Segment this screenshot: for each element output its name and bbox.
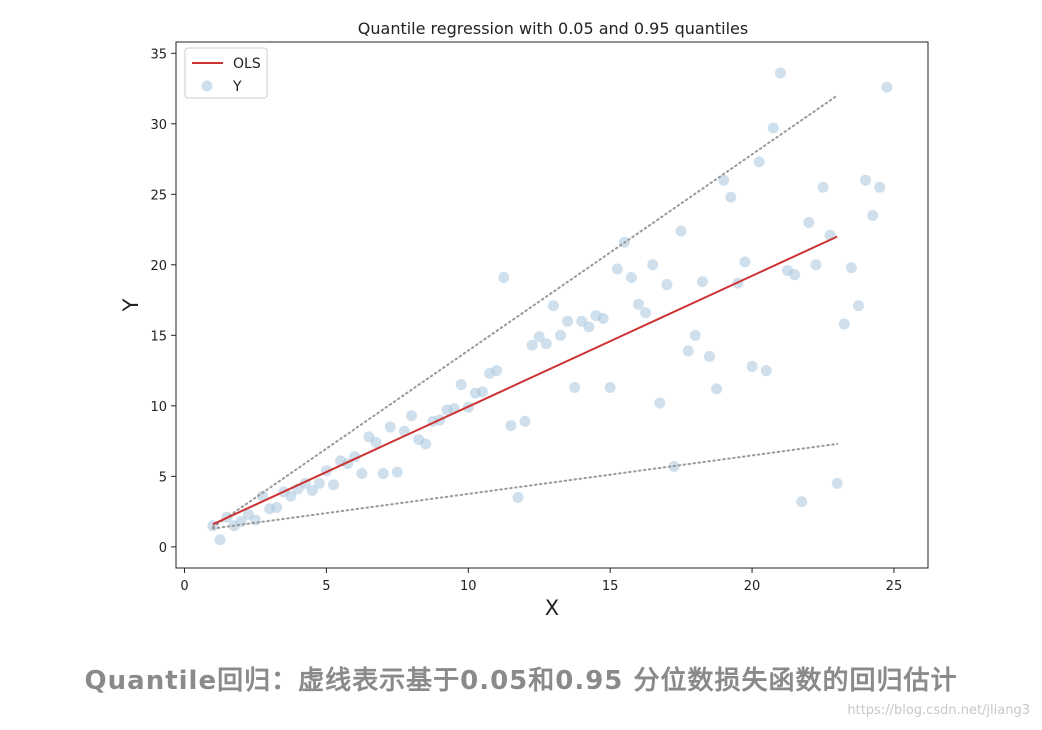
data-point <box>249 514 261 526</box>
data-point <box>810 259 822 271</box>
data-point <box>370 436 382 448</box>
data-point <box>327 479 339 491</box>
data-point <box>555 329 567 341</box>
data-point <box>498 272 510 284</box>
data-point <box>696 276 708 288</box>
data-point <box>845 262 857 274</box>
data-point <box>654 397 666 409</box>
data-point <box>604 381 616 393</box>
data-point <box>689 329 701 341</box>
y-tick-label: 20 <box>150 259 167 274</box>
data-point <box>476 386 488 398</box>
data-point <box>789 269 801 281</box>
data-point <box>881 81 893 93</box>
data-point <box>285 490 297 502</box>
lines-layer <box>211 94 839 530</box>
y-tick-label: 10 <box>150 400 167 415</box>
data-point <box>718 174 730 186</box>
data-point <box>257 490 269 502</box>
data-point <box>860 174 872 186</box>
data-point <box>406 410 418 422</box>
data-point <box>356 468 368 480</box>
data-point <box>391 466 403 478</box>
data-point <box>583 321 595 333</box>
data-point <box>739 256 751 268</box>
data-point <box>874 181 886 193</box>
data-point <box>746 360 758 372</box>
data-point <box>625 272 637 284</box>
data-point <box>540 338 552 350</box>
data-point <box>817 181 829 193</box>
data-point <box>214 534 226 546</box>
data-point <box>852 300 864 312</box>
data-point <box>703 350 715 362</box>
legend-ols-label: OLS <box>233 56 261 72</box>
data-point <box>725 191 737 203</box>
data-point <box>271 501 283 513</box>
y-tick-label: 5 <box>159 470 167 485</box>
y-tick-label: 25 <box>150 188 167 203</box>
data-point <box>597 312 609 324</box>
data-point <box>519 415 531 427</box>
y-tick-label: 15 <box>150 329 167 344</box>
data-point <box>569 381 581 393</box>
data-point <box>420 438 432 450</box>
data-point <box>491 365 503 377</box>
data-point <box>526 339 538 351</box>
chart-title: Quantile regression with 0.05 and 0.95 q… <box>358 19 748 38</box>
data-point <box>313 477 325 489</box>
data-point <box>661 279 673 291</box>
data-point <box>611 263 623 275</box>
data-point <box>455 379 467 391</box>
chart: Quantile regression with 0.05 and 0.95 q… <box>119 19 929 620</box>
data-point <box>838 318 850 330</box>
data-point <box>753 156 765 168</box>
data-point <box>711 383 723 395</box>
data-point <box>796 496 808 508</box>
quantile-005-line <box>211 442 839 530</box>
data-point <box>767 122 779 134</box>
y-tick-label: 30 <box>150 118 167 133</box>
legend-y-label: Y <box>232 79 242 95</box>
data-point <box>547 300 559 312</box>
ols-line <box>212 235 838 526</box>
x-tick-label: 0 <box>180 579 188 594</box>
data-point <box>682 345 694 357</box>
data-point <box>512 491 524 503</box>
data-point <box>384 421 396 433</box>
x-tick-label: 20 <box>744 579 761 594</box>
y-tick-label: 0 <box>159 541 167 556</box>
data-point <box>306 484 318 496</box>
data-point <box>867 209 879 221</box>
legend: OLS Y <box>184 47 268 99</box>
data-point <box>803 217 815 229</box>
x-tick-label: 25 <box>886 579 903 594</box>
plot-frame <box>175 41 929 569</box>
data-point <box>675 225 687 237</box>
data-point <box>633 298 645 310</box>
quantile-095-line <box>211 94 839 529</box>
data-point <box>377 468 389 480</box>
y-tick-label: 35 <box>150 47 167 62</box>
x-axis-label: X <box>545 596 559 620</box>
x-tick-label: 10 <box>460 579 477 594</box>
watermark: https://blog.csdn.net/jliang3 <box>847 703 1030 718</box>
data-point <box>647 259 659 271</box>
data-point <box>640 307 652 319</box>
points-layer <box>207 67 893 546</box>
data-point <box>831 477 843 489</box>
ticks-layer: 0 5 10 15 20 25 0 5 10 15 20 25 30 35 <box>150 47 902 594</box>
data-point <box>533 331 545 343</box>
x-tick-label: 15 <box>602 579 619 594</box>
legend-y-swatch <box>201 80 213 92</box>
figure-caption: Quantile回归：虚线表示基于0.05和0.95 分位数损失函数的回归估计 <box>84 666 958 696</box>
x-tick-label: 5 <box>322 579 330 594</box>
data-point <box>774 67 786 79</box>
y-axis-label: Y <box>119 298 143 312</box>
data-point <box>562 315 574 327</box>
data-point <box>505 420 517 432</box>
data-point <box>760 365 772 377</box>
